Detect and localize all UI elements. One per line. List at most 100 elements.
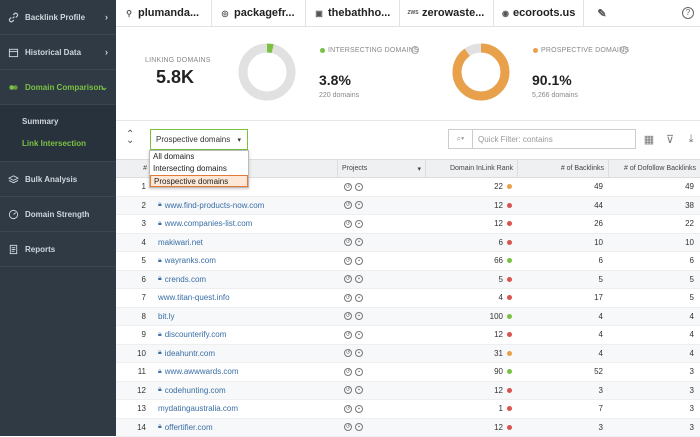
domain-link[interactable]: www.companies-list.com <box>165 219 253 228</box>
domain-cell[interactable]: 🔒︎offertifier.com <box>152 423 338 432</box>
domain-cell[interactable]: mydatingaustralia.com <box>152 404 338 413</box>
sidebar-item-bulk-analysis[interactable]: Bulk Analysis <box>0 162 116 197</box>
domain-link[interactable]: codehunting.com <box>165 386 226 395</box>
col-header-num[interactable]: # <box>116 160 152 177</box>
option-intersecting-domains[interactable]: Intersecting domains <box>150 163 248 175</box>
domain-cell[interactable]: 🔒︎wayranks.com <box>152 256 338 265</box>
intersecting-help-icon[interactable]: ? <box>411 46 419 54</box>
project-icon[interactable]: ▪ <box>355 275 363 283</box>
domain-cell[interactable]: 🔒︎www.awwwards.com <box>152 367 338 376</box>
domain-link[interactable]: www.titan-quest.info <box>158 293 230 302</box>
domain-link[interactable]: mydatingaustralia.com <box>158 404 238 413</box>
history-icon[interactable]: ↺ <box>344 183 352 191</box>
sidebar-item-backlink-profile[interactable]: Backlink Profile › <box>0 0 116 35</box>
domain-link[interactable]: makiwari.net <box>158 238 203 247</box>
col-header-backlinks[interactable]: # of Backlinks <box>518 160 609 177</box>
project-icon[interactable]: ▪ <box>355 220 363 228</box>
export-icon[interactable]: ⤓ <box>684 132 698 146</box>
col-header-rank[interactable]: Domain InLink Rank <box>426 160 518 177</box>
project-icon[interactable]: ▪ <box>355 183 363 191</box>
domain-cell[interactable]: 🔒︎codehunting.com <box>152 386 338 395</box>
help-icon[interactable]: ? <box>682 7 694 19</box>
project-icon[interactable]: ▪ <box>355 423 363 431</box>
project-icon[interactable]: ▪ <box>355 331 363 339</box>
prospective-help-icon[interactable]: ? <box>620 46 628 54</box>
domain-filter-select[interactable]: Prospective domains ▾ <box>150 129 248 150</box>
project-icon[interactable]: ▪ <box>355 238 363 246</box>
domain-cell[interactable]: 🔒︎ideahuntr.com <box>152 349 338 358</box>
domain-cell[interactable]: 🔒︎discounterify.com <box>152 330 338 339</box>
domain-link[interactable]: www.find-products-now.com <box>165 201 265 210</box>
tab-domain-3[interactable]: ▣thebathho... <box>306 0 400 27</box>
option-prospective-domains[interactable]: Prospective domains <box>150 175 248 187</box>
domain-link[interactable]: www.awwwards.com <box>165 367 239 376</box>
sidebar-subitem-summary[interactable]: Summary <box>0 111 116 133</box>
grid-view-icon[interactable]: ▦ <box>642 132 656 146</box>
domain-link[interactable]: ideahuntr.com <box>165 349 215 358</box>
project-icon[interactable]: ▪ <box>355 386 363 394</box>
project-icon[interactable]: ▪ <box>355 257 363 265</box>
history-icon[interactable]: ↺ <box>344 220 352 228</box>
domain-link[interactable]: discounterify.com <box>165 330 227 339</box>
history-icon[interactable]: ↺ <box>344 405 352 413</box>
tab-domain-1[interactable]: ⚲plumanda... <box>116 0 212 27</box>
domain-cell[interactable]: bit.ly <box>152 312 338 321</box>
search-icon[interactable]: ⌕▾ <box>449 130 473 148</box>
history-icon[interactable]: ↺ <box>344 257 352 265</box>
sidebar-subitem-link-intersection[interactable]: Link Intersection <box>0 133 116 155</box>
history-icon[interactable]: ↺ <box>344 368 352 376</box>
domain-cell[interactable]: 🔒︎www.companies-list.com <box>152 219 338 228</box>
history-icon[interactable]: ↺ <box>344 238 352 246</box>
col-header-dofollow[interactable]: # of Dofollow Backlinks <box>609 160 700 177</box>
project-icon[interactable]: ▪ <box>355 201 363 209</box>
domain-cell[interactable]: makiwari.net <box>152 238 338 247</box>
project-icon[interactable]: ▪ <box>355 405 363 413</box>
domain-link[interactable]: crends.com <box>165 275 206 284</box>
tab-domain-2[interactable]: ◎packagefr... <box>212 0 306 27</box>
history-icon[interactable]: ↺ <box>344 294 352 302</box>
lock-icon: 🔒︎ <box>158 423 162 431</box>
history-icon[interactable]: ↺ <box>344 331 352 339</box>
project-icon[interactable]: ▪ <box>355 349 363 357</box>
project-icon[interactable]: ▪ <box>355 312 363 320</box>
history-icon[interactable]: ↺ <box>344 349 352 357</box>
project-icon[interactable]: ▪ <box>355 368 363 376</box>
tab-domain-5[interactable]: ◉ecoroots.us <box>494 0 584 27</box>
history-icon[interactable]: ↺ <box>344 423 352 431</box>
sort-toggle-icon[interactable]: ⌃⌄ <box>126 132 134 144</box>
edit-domains-button[interactable]: ✎ <box>584 0 624 27</box>
sidebar-item-domain-comparison[interactable]: Domain Comparison ⌄ <box>0 70 116 105</box>
filter-icon[interactable]: ⊽ <box>663 132 677 146</box>
option-all-domains[interactable]: All domains <box>150 151 248 163</box>
history-icon[interactable]: ↺ <box>344 275 352 283</box>
domain-link[interactable]: wayranks.com <box>165 256 216 265</box>
sidebar-item-reports[interactable]: Reports <box>0 232 116 267</box>
domain-cell[interactable]: 🔒︎www.find-products-now.com <box>152 201 338 210</box>
sidebar-item-domain-strength[interactable]: Domain Strength <box>0 197 116 232</box>
history-icon[interactable]: ↺ <box>344 201 352 209</box>
project-icon[interactable]: ▪ <box>355 294 363 302</box>
history-icon[interactable]: ↺ <box>344 312 352 320</box>
history-icon[interactable]: ↺ <box>344 386 352 394</box>
domain-link[interactable]: bit.ly <box>158 312 174 321</box>
domain-link[interactable]: offertifier.com <box>165 423 213 432</box>
domain-cell[interactable]: 🔒︎crends.com <box>152 275 338 284</box>
domain-cell[interactable]: www.titan-quest.info <box>152 293 338 302</box>
sidebar-item-historical-data[interactable]: Historical Data › <box>0 35 116 70</box>
col-header-projects[interactable]: Projects▾ <box>338 160 426 177</box>
quick-filter-input[interactable]: Quick Filter: contains <box>473 135 553 144</box>
